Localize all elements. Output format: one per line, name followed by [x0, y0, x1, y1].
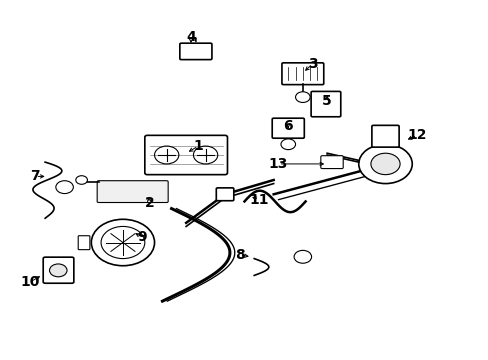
- Circle shape: [370, 153, 399, 175]
- Circle shape: [91, 219, 154, 266]
- FancyBboxPatch shape: [144, 135, 227, 175]
- FancyBboxPatch shape: [310, 91, 340, 117]
- Circle shape: [281, 139, 295, 150]
- Text: 2: 2: [144, 196, 154, 210]
- FancyBboxPatch shape: [78, 236, 90, 249]
- Text: 3: 3: [307, 57, 317, 71]
- Circle shape: [49, 264, 67, 277]
- Circle shape: [358, 144, 411, 184]
- Text: 1: 1: [193, 139, 203, 153]
- Circle shape: [154, 146, 179, 164]
- FancyBboxPatch shape: [282, 63, 323, 85]
- FancyBboxPatch shape: [320, 156, 343, 168]
- Circle shape: [76, 176, 87, 184]
- FancyBboxPatch shape: [43, 257, 74, 283]
- FancyBboxPatch shape: [371, 125, 398, 147]
- Text: 8: 8: [234, 248, 244, 262]
- Text: 6: 6: [283, 120, 292, 134]
- Text: 7: 7: [31, 170, 40, 184]
- Text: 9: 9: [137, 230, 147, 244]
- Text: 13: 13: [268, 157, 287, 171]
- FancyBboxPatch shape: [180, 43, 211, 60]
- Text: 4: 4: [186, 30, 196, 44]
- Circle shape: [193, 146, 217, 164]
- Circle shape: [56, 181, 73, 194]
- Circle shape: [295, 92, 309, 103]
- Text: 5: 5: [322, 94, 331, 108]
- FancyBboxPatch shape: [216, 188, 233, 201]
- Text: 10: 10: [21, 275, 40, 289]
- FancyBboxPatch shape: [272, 118, 304, 138]
- FancyBboxPatch shape: [97, 181, 168, 203]
- Circle shape: [101, 226, 144, 258]
- Text: 11: 11: [249, 193, 268, 207]
- Circle shape: [293, 250, 311, 263]
- Text: 12: 12: [407, 129, 426, 142]
